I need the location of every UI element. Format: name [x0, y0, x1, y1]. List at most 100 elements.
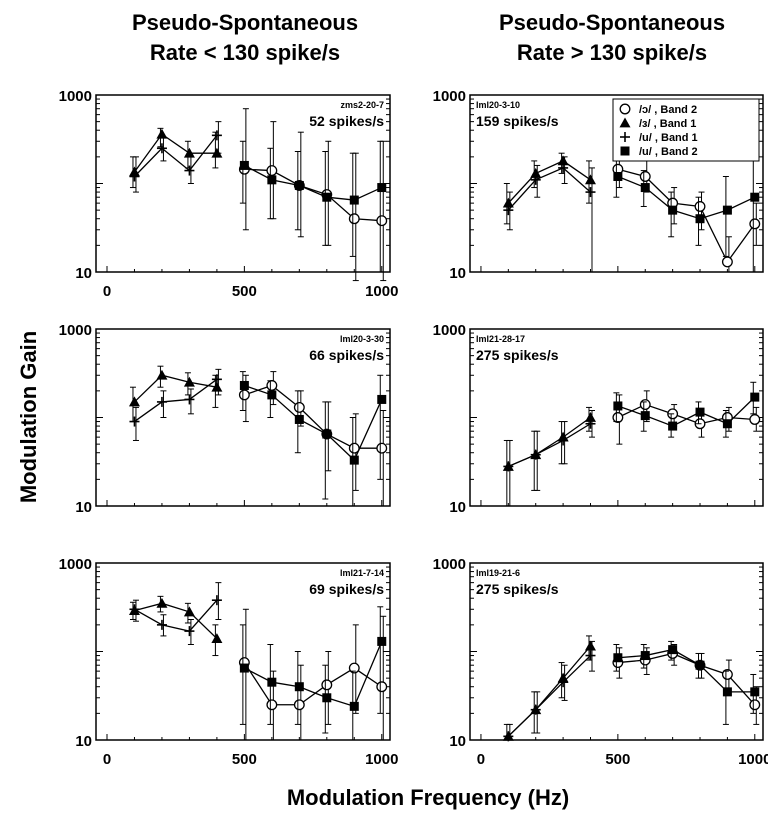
data-point	[266, 699, 278, 711]
unit-id: lml20-3-10	[476, 100, 520, 110]
series-1	[502, 152, 596, 225]
data-point	[585, 187, 596, 198]
data-point	[184, 165, 195, 176]
data-point	[530, 167, 542, 178]
col-title-left-line2: Rate < 130 spike/s	[150, 40, 340, 65]
data-point	[503, 731, 514, 742]
panel-middle-left: 1000 10 lml20-3-30 66 spikes/s	[59, 322, 391, 516]
y-tick-label: 10	[449, 733, 466, 750]
data-point	[267, 175, 277, 185]
data-point	[267, 677, 277, 687]
legend-marker	[620, 146, 630, 156]
series-2	[503, 156, 596, 273]
data-point	[376, 681, 388, 693]
data-point	[612, 412, 624, 423]
data-point	[322, 429, 332, 439]
data-point	[183, 376, 195, 387]
data-point	[694, 201, 706, 212]
col-title-right-line1: Pseudo-Spontaneous	[499, 10, 725, 35]
y-tick-label: 1000	[433, 88, 466, 105]
data-point	[266, 165, 278, 177]
data-point	[349, 455, 359, 465]
series-2	[503, 640, 596, 742]
x-tick-label: 0	[103, 283, 111, 300]
y-tick-label: 1000	[59, 322, 92, 339]
data-point	[183, 606, 195, 617]
series-line	[134, 599, 218, 632]
panel-top-left: 1000 10 0 500 1000 zms2-20-7 52 spikes/s	[59, 88, 399, 300]
data-point	[585, 418, 596, 429]
series-line	[508, 416, 591, 468]
series-1	[128, 365, 223, 423]
data-point	[211, 147, 223, 158]
series-line	[617, 648, 755, 693]
data-point	[749, 414, 761, 425]
series-line	[244, 384, 382, 449]
data-point	[184, 394, 195, 405]
series-0	[612, 152, 761, 273]
data-point	[239, 663, 249, 673]
data-point	[156, 369, 168, 380]
series-line	[617, 652, 756, 706]
unit-id: lml19-21-6	[476, 568, 520, 578]
data-point	[584, 640, 596, 651]
data-point	[128, 396, 140, 407]
data-point	[668, 421, 678, 431]
panel-middle-right: 1000 10 lml21-28-17 275 spikes/s	[433, 322, 764, 516]
data-point	[503, 205, 514, 216]
data-point	[530, 174, 541, 185]
data-point	[750, 392, 760, 402]
data-point	[502, 197, 514, 208]
data-point	[129, 171, 140, 182]
data-point	[294, 180, 304, 190]
series-3	[239, 371, 387, 507]
series-line	[243, 662, 383, 706]
series-line	[133, 133, 217, 173]
data-point	[321, 679, 333, 691]
series-3	[239, 606, 387, 741]
series-line	[244, 641, 383, 708]
data-point	[722, 687, 732, 697]
series-line	[508, 423, 591, 468]
unit-id: zms2-20-7	[340, 100, 384, 110]
data-point	[129, 416, 140, 427]
data-point	[211, 374, 222, 385]
data-point	[750, 687, 760, 697]
series-0	[238, 108, 388, 282]
series-line	[507, 167, 591, 211]
series-line	[507, 655, 591, 737]
data-point	[721, 669, 733, 680]
data-point	[668, 205, 678, 215]
data-point	[557, 155, 569, 166]
rate-label: 275 spikes/s	[476, 347, 559, 363]
legend-marker	[619, 117, 631, 128]
series-3	[613, 158, 760, 273]
y-tick-label: 1000	[433, 556, 466, 573]
y-tick-label: 10	[449, 499, 466, 516]
data-point	[749, 218, 761, 230]
data-point	[238, 389, 250, 401]
y-tick-label: 1000	[59, 556, 92, 573]
x-tick-label: 500	[232, 283, 257, 300]
legend-label: /ɜ/ , Band 1	[639, 118, 696, 130]
data-point	[376, 215, 388, 227]
series-3	[613, 381, 760, 438]
data-point	[211, 595, 222, 606]
data-point	[695, 407, 705, 417]
legend-box	[612, 98, 760, 162]
legend-label: /u/ , Band 1	[639, 132, 698, 144]
data-point	[613, 401, 623, 411]
legend-label: /ɔ/ , Band 2	[639, 104, 697, 116]
data-point	[530, 704, 541, 715]
data-point	[749, 699, 761, 711]
data-point	[211, 130, 222, 141]
legend: /ɔ/ , Band 2/ɜ/ , Band 1/u/ , Band 1/u/ …	[612, 98, 760, 162]
series-1	[128, 127, 223, 189]
series-1	[502, 406, 596, 507]
data-point	[211, 633, 223, 643]
series-0	[238, 608, 388, 741]
data-point	[156, 128, 168, 139]
series-line	[244, 384, 383, 462]
